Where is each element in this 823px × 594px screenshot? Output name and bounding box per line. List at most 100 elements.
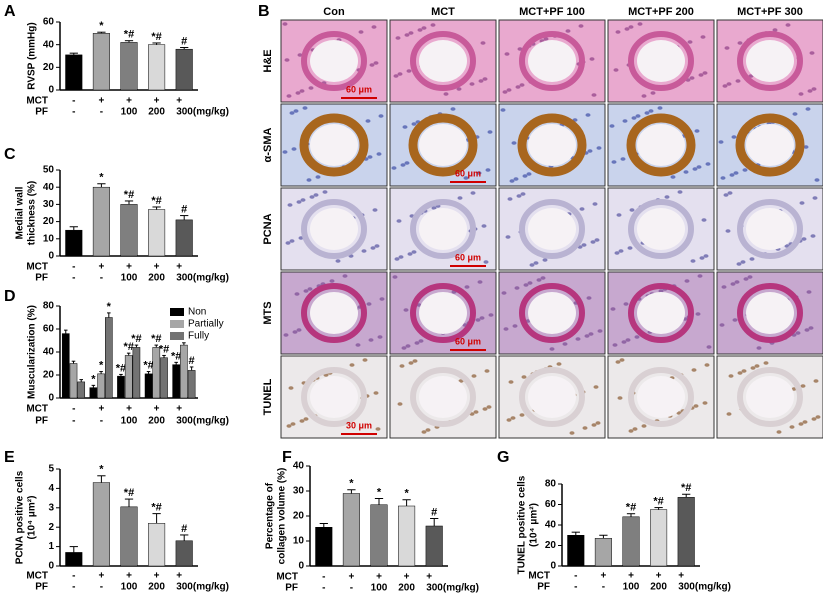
y-tick-label: 4 bbox=[48, 483, 54, 494]
treatment-name: MCT bbox=[26, 262, 48, 273]
cell-nucleus bbox=[302, 106, 308, 110]
cell-nucleus bbox=[795, 331, 801, 335]
cell-nucleus bbox=[475, 318, 481, 322]
vessel-lumen bbox=[528, 208, 576, 250]
panel-label: C bbox=[4, 146, 16, 163]
panel-label: B bbox=[258, 3, 270, 20]
treatment-value: - bbox=[350, 583, 353, 594]
cell-nucleus bbox=[505, 235, 511, 239]
cell-nucleus bbox=[511, 141, 517, 145]
cell-nucleus bbox=[613, 68, 619, 72]
row-label: α-SMA bbox=[262, 128, 274, 163]
cell-nucleus bbox=[470, 191, 476, 195]
y-tick-label: 40 bbox=[293, 461, 305, 472]
treatment-value: - bbox=[100, 416, 103, 427]
bar bbox=[105, 317, 113, 399]
cell-nucleus bbox=[394, 257, 400, 261]
cell-nucleus bbox=[371, 25, 377, 29]
cell-nucleus bbox=[584, 334, 590, 338]
cell-nucleus bbox=[581, 243, 587, 247]
cell-nucleus bbox=[395, 36, 401, 40]
treatment-value: 300(mg/kg) bbox=[176, 107, 229, 118]
cell-nucleus bbox=[296, 328, 302, 332]
treatment-value: - bbox=[602, 582, 605, 593]
y-tick-label: 50 bbox=[43, 165, 55, 176]
significance-label: # bbox=[181, 35, 187, 47]
cell-nucleus bbox=[482, 407, 488, 411]
y-tick-label: 20 bbox=[43, 62, 55, 73]
cell-nucleus bbox=[677, 190, 683, 194]
cell-nucleus bbox=[772, 28, 778, 32]
significance-label: *# bbox=[626, 502, 636, 514]
cell-nucleus bbox=[282, 22, 288, 26]
cell-nucleus bbox=[376, 152, 382, 156]
cell-nucleus bbox=[594, 238, 600, 242]
cell-nucleus bbox=[805, 107, 811, 111]
cell-nucleus bbox=[634, 335, 640, 339]
y-tick-label: 0 bbox=[298, 561, 304, 572]
cell-nucleus bbox=[335, 259, 341, 263]
cell-nucleus bbox=[414, 341, 420, 345]
cell-nucleus bbox=[569, 431, 575, 435]
cell-nucleus bbox=[617, 396, 623, 400]
vessel-wall bbox=[626, 113, 696, 177]
significance-label: * bbox=[99, 359, 104, 371]
cell-nucleus bbox=[299, 89, 305, 93]
cell-nucleus bbox=[404, 161, 410, 165]
cell-nucleus bbox=[631, 116, 637, 120]
significance-label: * bbox=[99, 20, 104, 32]
significance-label: *# bbox=[151, 502, 161, 514]
bar bbox=[124, 355, 133, 399]
cell-nucleus bbox=[624, 27, 630, 31]
cell-nucleus bbox=[405, 344, 411, 348]
treatment-value: - bbox=[72, 416, 75, 427]
treatment-value: - bbox=[100, 273, 103, 284]
cell-nucleus bbox=[292, 330, 298, 334]
significance-label: *# bbox=[116, 362, 126, 374]
significance-label: # bbox=[189, 355, 195, 367]
panel-label: G bbox=[497, 449, 509, 466]
treatment-value: + bbox=[154, 571, 160, 582]
cell-nucleus bbox=[725, 229, 731, 233]
cell-nucleus bbox=[615, 30, 621, 34]
cell-nucleus bbox=[479, 316, 485, 320]
cell-nucleus bbox=[684, 279, 690, 283]
bar bbox=[89, 387, 98, 399]
cell-nucleus bbox=[718, 140, 724, 144]
cell-nucleus bbox=[377, 335, 383, 339]
treatment-value: 200 bbox=[148, 273, 165, 284]
cell-nucleus bbox=[313, 193, 319, 197]
cell-nucleus bbox=[408, 361, 414, 365]
treatment-value: 200 bbox=[650, 582, 667, 593]
column-header: MCT+PF 200 bbox=[628, 6, 694, 18]
cell-nucleus bbox=[504, 52, 510, 56]
legend-label: Fully bbox=[188, 331, 209, 342]
significance-label: * bbox=[377, 486, 382, 498]
treatment-value: + bbox=[348, 572, 354, 583]
vessel-wall bbox=[628, 283, 694, 343]
cell-nucleus bbox=[734, 280, 740, 284]
cell-nucleus bbox=[589, 57, 595, 61]
treatment-value: - bbox=[72, 571, 75, 582]
cell-nucleus bbox=[763, 361, 769, 365]
cell-nucleus bbox=[698, 73, 704, 77]
cell-nucleus bbox=[510, 416, 516, 420]
cell-nucleus bbox=[527, 281, 533, 285]
cell-nucleus bbox=[443, 92, 449, 96]
cell-nucleus bbox=[516, 194, 522, 198]
cell-nucleus bbox=[623, 302, 629, 306]
cell-nucleus bbox=[397, 402, 403, 406]
y-tick-label: 40 bbox=[43, 182, 55, 193]
cell-nucleus bbox=[379, 297, 385, 301]
cell-nucleus bbox=[483, 260, 489, 264]
treatment-value: 300(mg/kg) bbox=[678, 582, 731, 593]
vessel-lumen bbox=[419, 124, 467, 166]
treatment-name: MCT bbox=[26, 96, 48, 107]
cell-nucleus bbox=[529, 263, 535, 267]
bar bbox=[650, 509, 668, 567]
scale-bar-label: 60 μm bbox=[455, 168, 481, 178]
vessel-lumen bbox=[746, 40, 794, 82]
cell-nucleus bbox=[591, 423, 597, 427]
column-header: Con bbox=[323, 6, 345, 18]
bar bbox=[69, 363, 78, 399]
